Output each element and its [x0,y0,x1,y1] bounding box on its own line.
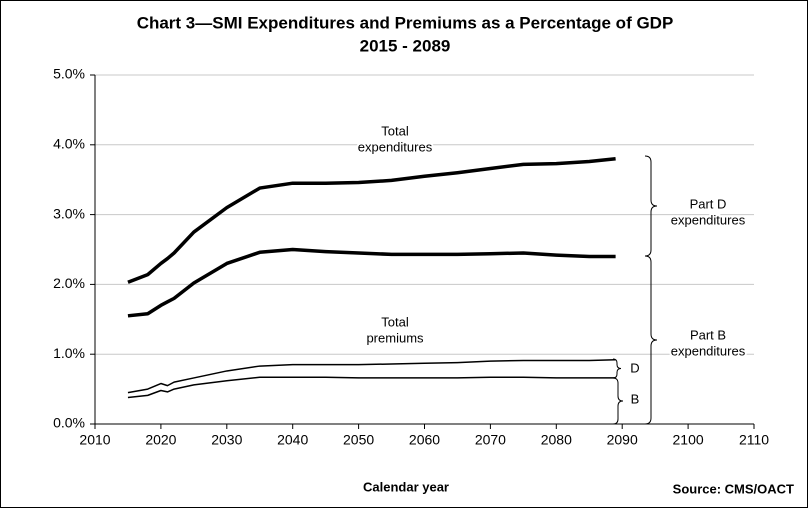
annotation: premiums [366,330,424,345]
chart-subtitle: 2015 - 2089 [360,36,451,55]
y-tick-label: 3.0% [53,205,85,221]
annotation: B [631,391,640,406]
x-tick-label: 2010 [79,432,110,448]
annotation: D [630,360,639,375]
y-tick-label: 0.0% [53,415,85,431]
y-tick-label: 1.0% [53,345,85,361]
y-tick-label: 4.0% [53,136,85,152]
x-tick-label: 2080 [541,432,572,448]
data-line [127,359,616,394]
brace [644,155,658,257]
annotation: expenditures [671,343,746,358]
data-line [127,247,616,318]
brace [612,377,624,425]
x-tick-label: 2100 [673,432,704,448]
x-tick-label: 2040 [277,432,308,448]
annotation: Part D [690,196,727,211]
annotation: Total [381,123,409,138]
x-tick-label: 2070 [475,432,506,448]
x-tick-label: 2020 [145,432,176,448]
x-tick-label: 2090 [607,432,638,448]
x-tick-label: 2110 [739,432,769,448]
annotation: expenditures [671,212,746,227]
y-tick-label: 2.0% [53,275,85,291]
data-line [127,157,616,284]
x-axis-label: Calendar year [363,479,449,494]
annotation: Part B [690,327,726,342]
x-tick-label: 2030 [211,432,242,448]
annotation: expenditures [358,139,433,154]
annotation: Total [381,314,409,329]
x-tick-label: 2050 [343,432,374,448]
x-tick-label: 2060 [409,432,440,448]
chart-title: Chart 3—SMI Expenditures and Premiums as… [137,13,674,32]
data-line [127,376,616,399]
brace [644,255,658,425]
brace [612,358,622,379]
source-note: Source: CMS/OACT [673,481,794,496]
y-tick-label: 5.0% [53,66,85,82]
